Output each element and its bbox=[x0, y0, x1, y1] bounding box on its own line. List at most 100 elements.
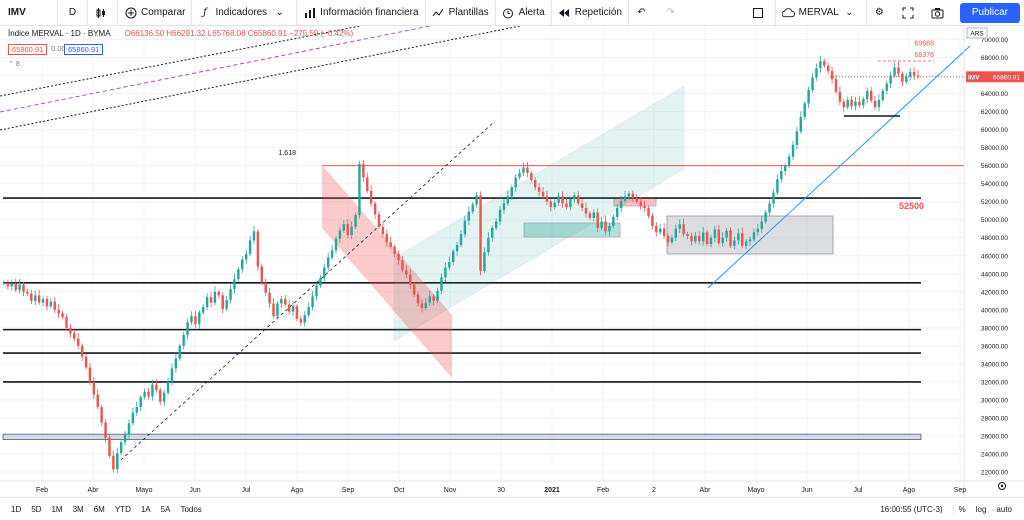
range-button-1d[interactable]: 1D bbox=[11, 504, 22, 514]
candle bbox=[424, 297, 428, 311]
candle-body bbox=[506, 196, 510, 204]
candle bbox=[369, 185, 373, 207]
candle bbox=[514, 174, 517, 192]
chart-type-button[interactable] bbox=[88, 0, 118, 26]
candle bbox=[576, 191, 580, 206]
financials-button[interactable]: Información financiera bbox=[297, 0, 426, 26]
time-tick-label: Nov bbox=[444, 487, 457, 494]
settings-button[interactable]: ⚙ bbox=[867, 0, 896, 26]
range-button-5a[interactable]: 5A bbox=[160, 504, 171, 514]
candle bbox=[362, 159, 365, 182]
time-tick-label: Mayo bbox=[747, 487, 764, 494]
time-tick-label: Abr bbox=[700, 487, 712, 494]
axis-settings-icon[interactable] bbox=[996, 480, 1008, 492]
candle bbox=[709, 234, 713, 248]
candle bbox=[854, 96, 857, 111]
price-annotation: 68376 bbox=[915, 52, 935, 59]
candle bbox=[209, 292, 213, 307]
candle-body bbox=[252, 231, 256, 241]
candle-body bbox=[862, 98, 865, 106]
candle bbox=[14, 278, 17, 293]
price-chart[interactable]: 6968868376525001.61822000.0024000.002600… bbox=[0, 26, 1024, 497]
range-button-3m[interactable]: 3M bbox=[72, 504, 84, 514]
candle bbox=[18, 278, 21, 294]
candle bbox=[459, 230, 463, 248]
candle bbox=[510, 184, 513, 200]
snapshot-button[interactable] bbox=[925, 0, 954, 26]
candle bbox=[889, 71, 892, 88]
candle bbox=[119, 439, 123, 456]
candle bbox=[760, 215, 763, 234]
candle bbox=[350, 221, 353, 240]
undo-button[interactable]: ↶ bbox=[629, 0, 658, 26]
fullscreen-button[interactable] bbox=[896, 0, 925, 26]
candle-body bbox=[416, 294, 420, 304]
compare-button[interactable]: Comparar bbox=[118, 0, 193, 26]
candle-body bbox=[123, 434, 127, 443]
candle-body bbox=[569, 198, 572, 208]
candle bbox=[405, 265, 408, 279]
range-button-5d[interactable]: 5D bbox=[31, 504, 42, 514]
range-button-todos[interactable]: Todos bbox=[180, 504, 202, 514]
symbol-search[interactable]: IMV bbox=[0, 0, 58, 26]
candle bbox=[783, 163, 787, 176]
candle-body bbox=[522, 167, 525, 173]
candle bbox=[22, 282, 25, 297]
interval-selector[interactable]: D bbox=[58, 0, 88, 26]
bottom-right-controls: 16:00:55 (UTC-3) % log auto bbox=[870, 504, 1024, 514]
candle-body bbox=[580, 203, 584, 208]
candle-body bbox=[198, 312, 201, 325]
candle-body bbox=[631, 193, 635, 199]
publish-button[interactable]: Publicar bbox=[959, 2, 1020, 23]
candle-body bbox=[866, 90, 869, 99]
buy-price[interactable]: 65860.91 bbox=[64, 44, 104, 55]
range-button-ytd[interactable]: YTD bbox=[114, 504, 131, 514]
candle-body bbox=[174, 358, 178, 369]
candle-body bbox=[412, 284, 416, 295]
chevron-down-icon: ⌄ bbox=[275, 7, 284, 18]
indicators-toggle[interactable]: ⌃ 8 bbox=[8, 60, 20, 68]
candle bbox=[299, 315, 303, 326]
sell-price[interactable]: 65860.91 bbox=[8, 44, 48, 55]
replay-button[interactable]: Repetición bbox=[552, 0, 629, 26]
redo-button[interactable]: ↷ bbox=[658, 0, 687, 26]
price-annotation: 69688 bbox=[915, 40, 935, 47]
candle-body bbox=[73, 333, 76, 339]
templates-button[interactable]: Plantillas bbox=[426, 0, 496, 26]
range-button-1a[interactable]: 1A bbox=[140, 504, 151, 514]
candle bbox=[127, 419, 131, 439]
save-layout-button[interactable]: MERVAL ⌄ bbox=[776, 0, 867, 26]
candle bbox=[744, 238, 748, 250]
candle-body bbox=[592, 212, 596, 218]
candle-body bbox=[573, 195, 576, 199]
candle bbox=[600, 216, 603, 231]
range-button-6m[interactable]: 6M bbox=[93, 504, 105, 514]
candle bbox=[713, 225, 717, 243]
auto-toggle[interactable]: auto bbox=[996, 504, 1012, 514]
candle bbox=[182, 331, 185, 350]
candle bbox=[96, 388, 99, 410]
candle-body bbox=[244, 253, 248, 260]
price-tick-label: 34000.00 bbox=[981, 361, 1008, 368]
layout-button[interactable] bbox=[746, 0, 776, 26]
indicators-button[interactable]: ƒ Indicadores ⌄ bbox=[192, 0, 298, 26]
range-button-1m[interactable]: 1M bbox=[51, 504, 63, 514]
price-tick-label: 50000.00 bbox=[981, 217, 1008, 224]
candle bbox=[596, 208, 599, 233]
candle bbox=[893, 62, 896, 78]
alert-button[interactable]: Alerta bbox=[496, 0, 552, 26]
percent-toggle[interactable]: % bbox=[958, 504, 966, 514]
candle bbox=[135, 401, 139, 416]
candle bbox=[143, 388, 146, 400]
price-tick-label: 70000.00 bbox=[981, 37, 1008, 44]
candle-body bbox=[14, 283, 17, 290]
candle bbox=[104, 419, 107, 443]
candle-body bbox=[280, 299, 283, 304]
candle bbox=[483, 247, 486, 274]
clock-time[interactable]: 16:00:55 (UTC-3) bbox=[870, 504, 954, 514]
candle bbox=[448, 256, 451, 270]
log-toggle[interactable]: log bbox=[975, 504, 987, 514]
candle-body bbox=[916, 75, 920, 77]
candle bbox=[627, 191, 631, 200]
candle-body bbox=[463, 220, 467, 235]
